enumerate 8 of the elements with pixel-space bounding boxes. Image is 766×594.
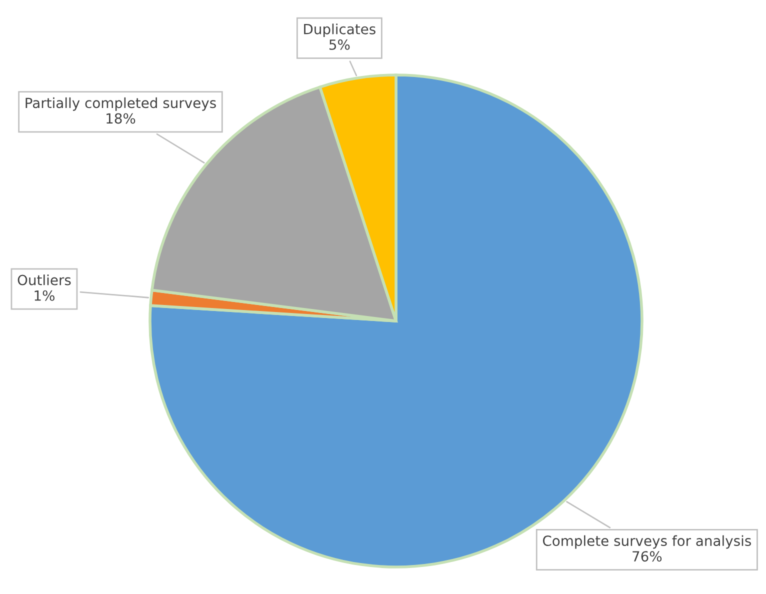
slice-label: Duplicates <box>304 24 376 38</box>
data-label: 76% <box>632 551 662 562</box>
data-label: 1% <box>34 290 54 301</box>
slice-label: Partially completed surveys <box>26 97 216 111</box>
slice-label: Complete surveys for analysis <box>542 535 751 549</box>
data-label: 5% <box>329 39 350 50</box>
data-label: 18% <box>106 113 136 124</box>
slice-label: Outliers <box>18 274 71 286</box>
